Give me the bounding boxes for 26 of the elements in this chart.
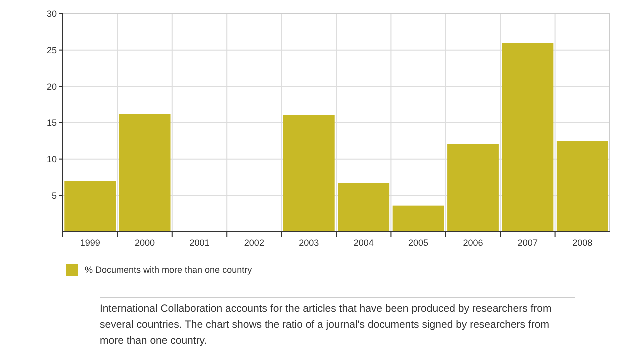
bar [448, 144, 499, 232]
bar [119, 114, 171, 232]
y-tick-label: 10 [46, 154, 57, 164]
bar [392, 206, 444, 232]
x-tick-label: 1999 [80, 238, 100, 248]
x-tick-label: 2005 [408, 238, 429, 248]
y-tick-label: 25 [46, 45, 57, 56]
x-tick-label: 2001 [190, 238, 210, 248]
legend-label: % Documents with more than one country [85, 265, 253, 276]
x-tick-label: 2007 [518, 238, 538, 248]
bar [64, 181, 116, 232]
text: International Collaboration accounts for the articles that have been produced by researchers from several countries. The chart shows the ratio of a journal's documents signed by researchers from more than one country. [100, 303, 552, 347]
x-tick-label: 2003 [299, 238, 320, 248]
bar [502, 43, 554, 232]
bar [283, 115, 335, 232]
bar [338, 183, 390, 232]
x-tick-label: 2000 [135, 238, 156, 248]
x-tick-label: 2008 [572, 238, 593, 248]
y-tick-label: 30 [46, 9, 57, 20]
y-tick-label: 20 [46, 82, 57, 92]
y-tick-label: 15 [46, 118, 57, 128]
x-tick-label: 2006 [463, 238, 484, 248]
x-tick-label: 2004 [354, 238, 374, 248]
x-tick-label: 2002 [244, 238, 264, 248]
bar [556, 141, 608, 232]
y-tick-label: 5 [52, 190, 57, 201]
